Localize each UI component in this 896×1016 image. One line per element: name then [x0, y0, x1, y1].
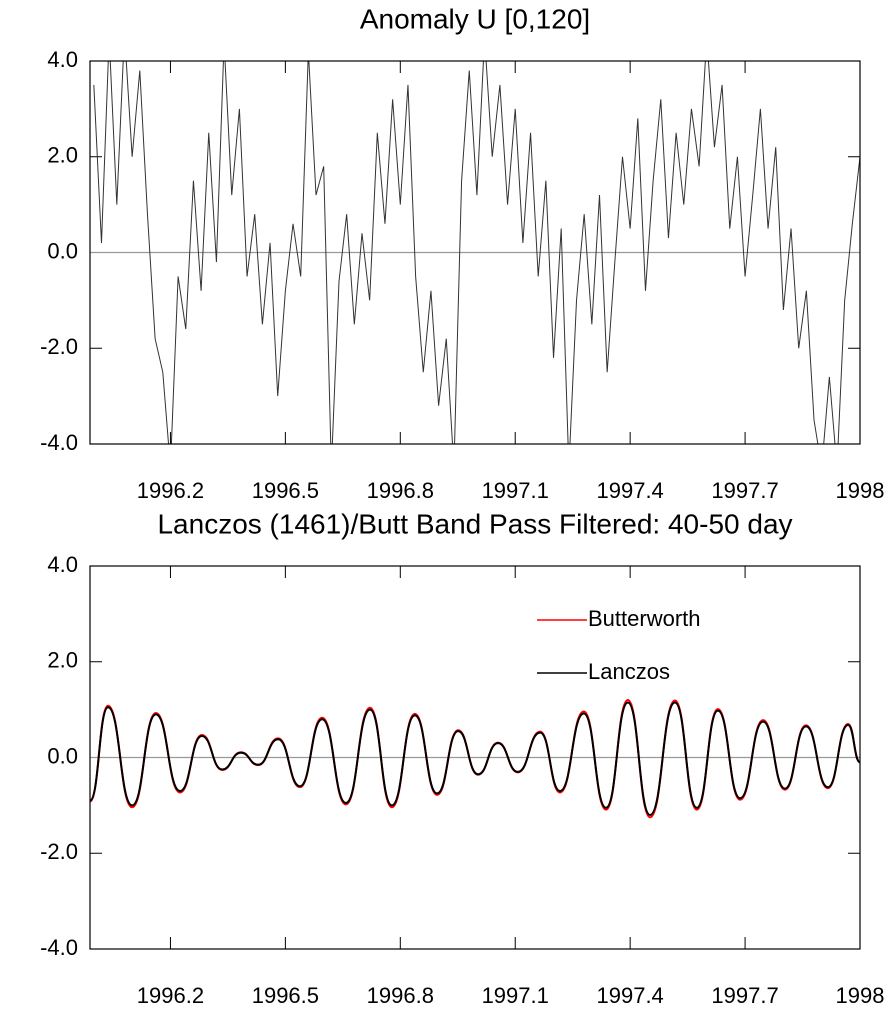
chart-title: Lanczos (1461)/Butt Band Pass Filtered: … — [157, 508, 792, 539]
plot-area — [93, 61, 860, 444]
y-tick-label: -4.0 — [40, 430, 78, 455]
plot-frame — [89, 60, 861, 445]
series-line — [93, 61, 860, 444]
y-tick-label: -2.0 — [40, 839, 78, 864]
x-tick-label: 1996.5 — [252, 478, 319, 503]
y-tick-label: 2.0 — [47, 648, 78, 673]
x-tick-label: 1996.8 — [367, 478, 434, 503]
x-tick-label: 1996.2 — [137, 983, 204, 1008]
plot-area — [90, 699, 860, 819]
legend-label: Lanczos — [588, 659, 670, 684]
plot-frame — [89, 565, 861, 950]
y-tick-label: 4.0 — [47, 47, 78, 72]
x-tick-label: 1996.8 — [367, 983, 434, 1008]
y-tick-label: 4.0 — [47, 552, 78, 577]
series-line — [90, 701, 860, 816]
y-tick-label: -4.0 — [40, 935, 78, 960]
y-tick-label: 0.0 — [47, 743, 78, 768]
x-tick-label: 1998 — [836, 478, 885, 503]
x-tick-label: 1997.7 — [711, 983, 778, 1008]
x-tick-label: 1997.1 — [482, 983, 549, 1008]
x-tick-label: 1997.7 — [711, 478, 778, 503]
y-tick-label: 0.0 — [47, 238, 78, 263]
series-line — [90, 699, 860, 819]
y-tick-label: 2.0 — [47, 143, 78, 168]
chart-title: Anomaly U [0,120] — [360, 3, 590, 34]
x-tick-label: 1998 — [836, 983, 885, 1008]
legend-label: Butterworth — [588, 606, 701, 631]
x-tick-label: 1997.4 — [597, 478, 664, 503]
x-tick-label: 1996.5 — [252, 983, 319, 1008]
x-tick-label: 1996.2 — [137, 478, 204, 503]
x-tick-label: 1997.4 — [597, 983, 664, 1008]
x-tick-label: 1997.1 — [482, 478, 549, 503]
y-tick-label: -2.0 — [40, 334, 78, 359]
